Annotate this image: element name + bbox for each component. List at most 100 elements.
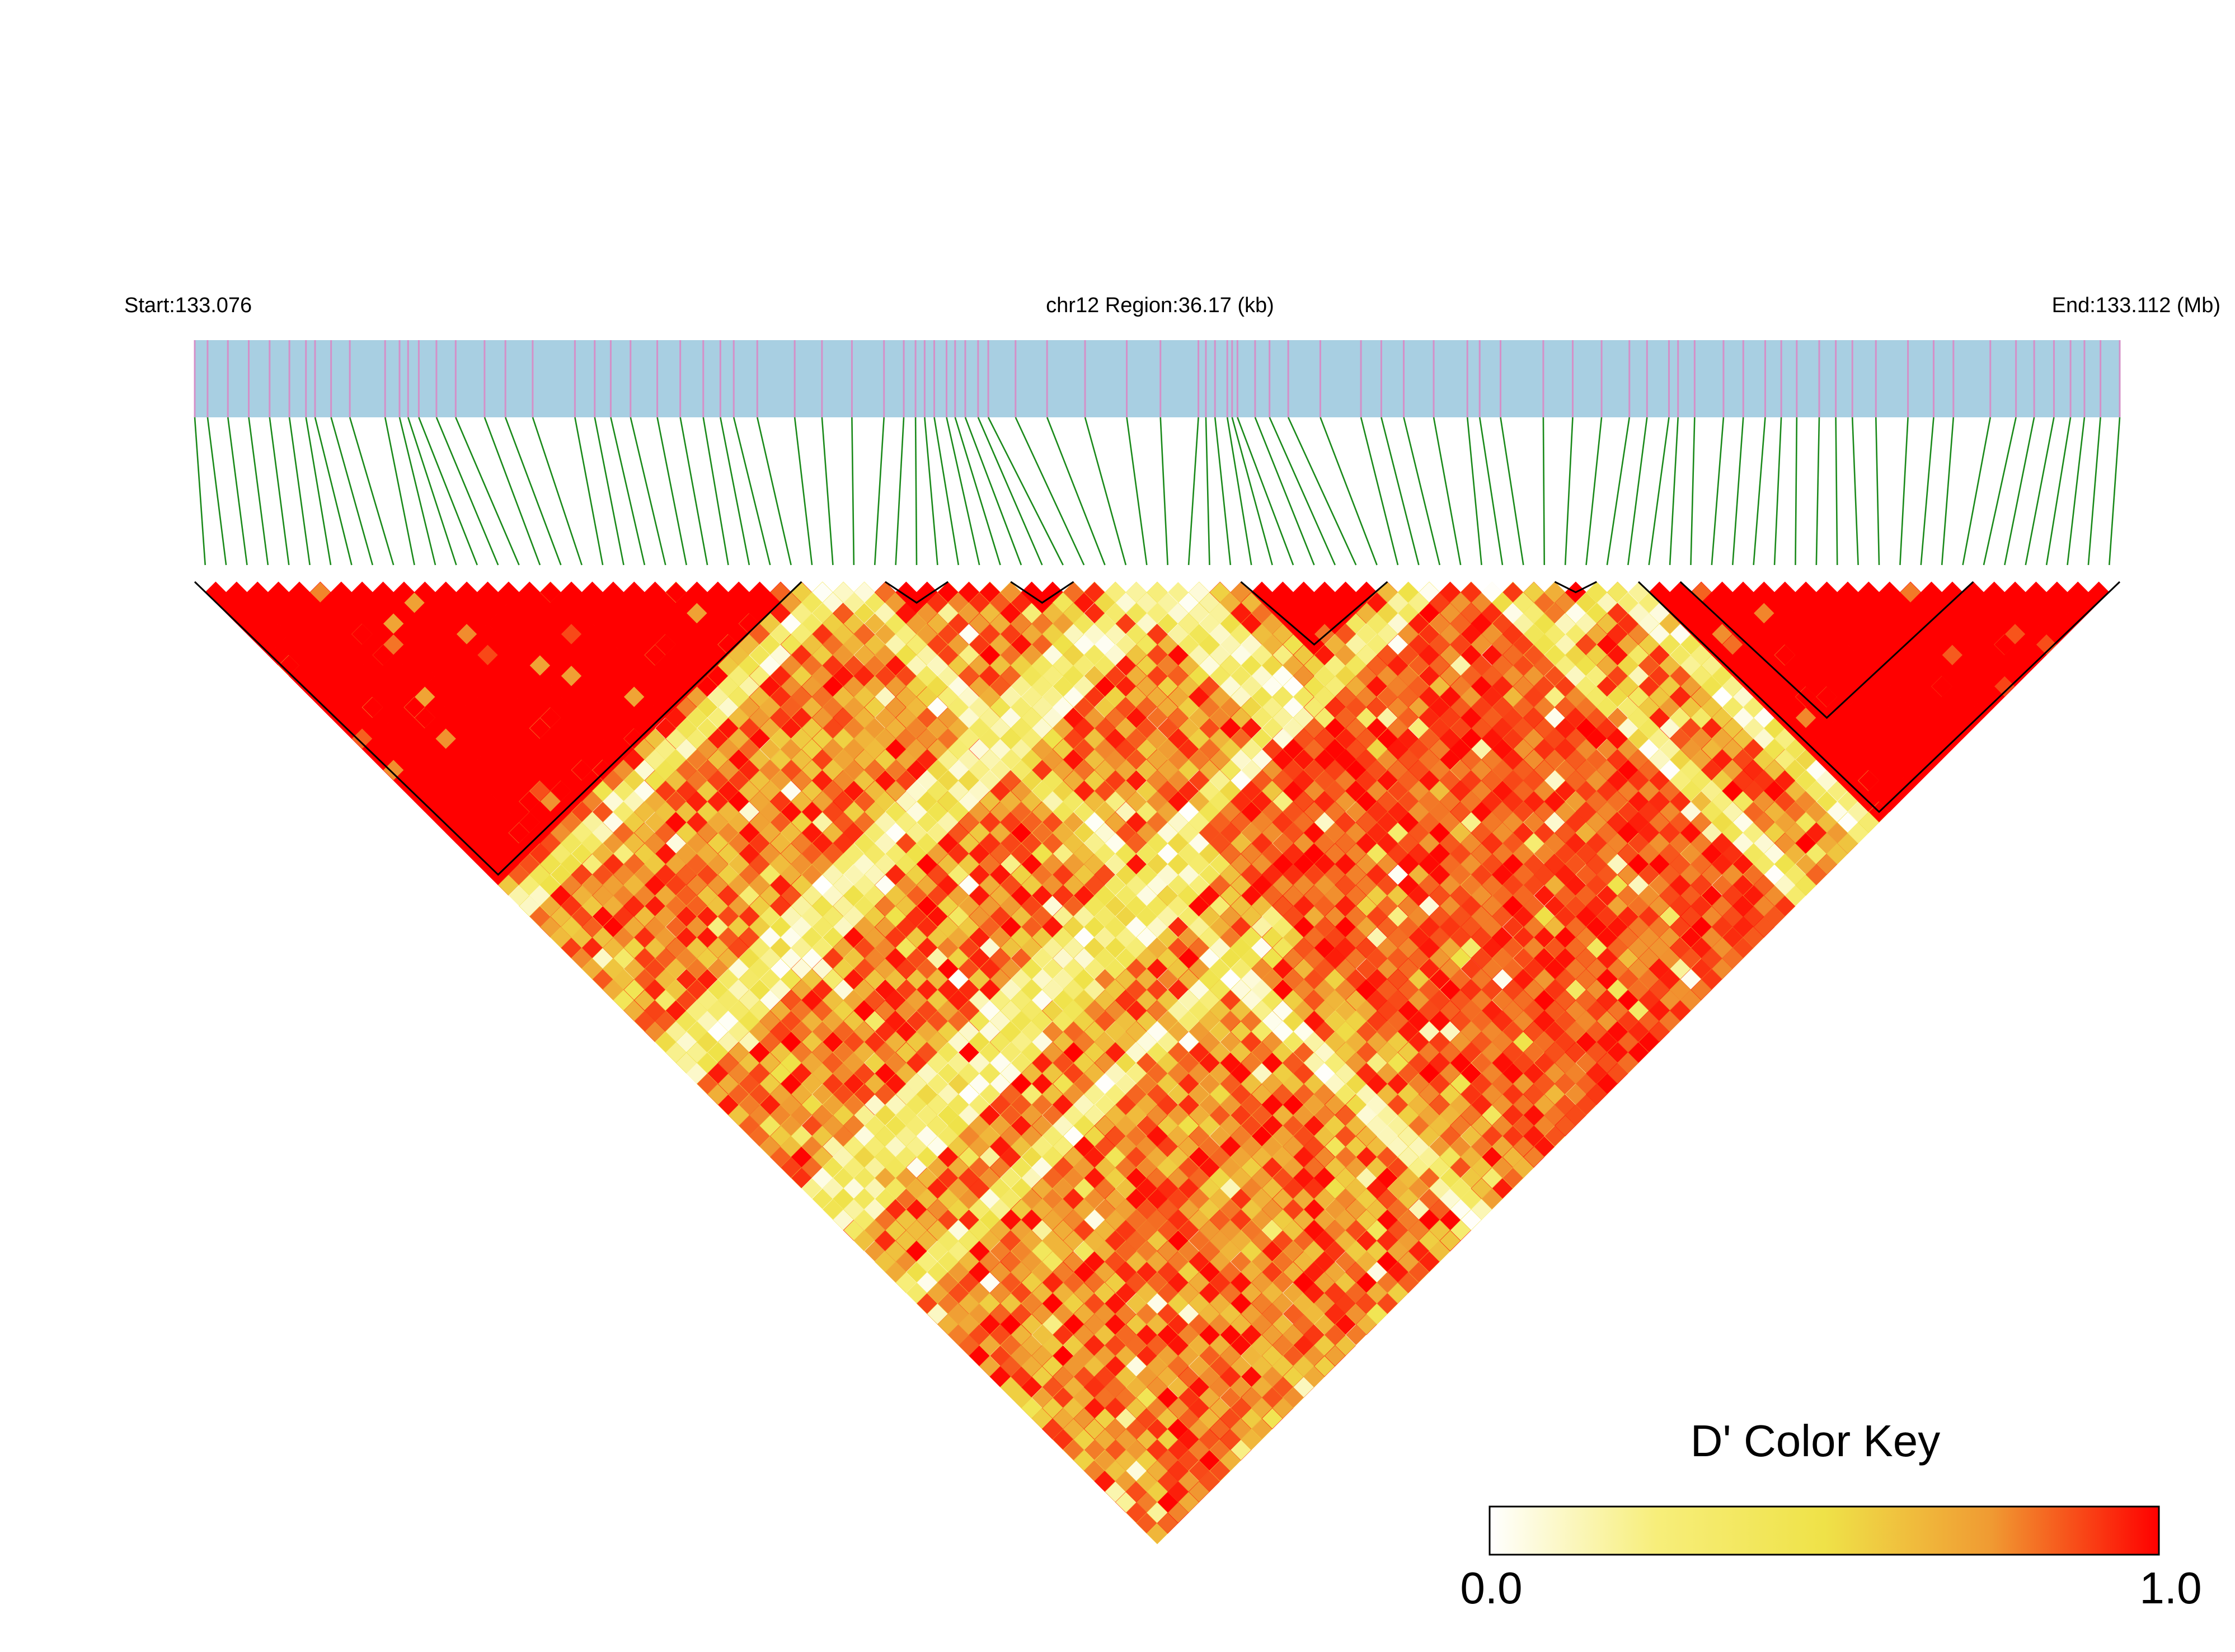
snp-connector [946,417,980,566]
color-key-title: D' Color Key [1691,1416,1941,1466]
snp-connector [504,417,562,566]
snp-connector [1320,417,1378,566]
snp-connector [964,417,1022,566]
snp-connector [206,417,227,566]
snp-connector [1381,417,1420,566]
snp-connector [1690,417,1696,566]
snp-connector [1214,417,1232,566]
snp-connector [1920,417,1935,566]
snp-connector [1269,417,1336,566]
snp-connector [2109,417,2121,566]
snp-connector [2045,417,2072,566]
snp-connector [895,417,905,566]
snp-connector [1815,417,1820,566]
snp-connector [679,417,708,566]
snp-connector [1466,417,1482,566]
snp-connector [954,417,1001,566]
snp-connector [2067,417,2086,566]
region-start-label: Start:133.076 [124,294,252,317]
snp-connector [1205,417,1210,566]
snp-connector [1648,417,1670,566]
snp-connector [1542,417,1546,566]
snp-connector [1941,417,1955,566]
snp-connector [1187,417,1199,566]
snp-connector [793,417,813,566]
color-key-max-label: 1.0 [2139,1563,2201,1613]
snp-connector [483,417,541,566]
snp-connector [532,417,583,566]
snp-connector [2025,417,2055,566]
snp-connector [407,417,457,566]
snp-connector [1433,417,1462,566]
snp-connector [2004,417,2035,566]
snp-connector [435,417,499,566]
snp-connector [1835,417,1838,566]
snp-connector [314,417,353,566]
snp-connector [733,417,771,566]
snp-connector [418,417,478,566]
snp-connector [1084,417,1127,566]
snp-connector [1403,417,1441,566]
snp-connector [987,417,1064,566]
snp-connector [1159,417,1168,566]
snp-connector [977,417,1043,566]
snp-connector [574,417,604,566]
snp-connector [1015,417,1085,566]
snp-connector [1899,417,1909,566]
region-end-label: End:133.112 (Mb) [2052,294,2220,317]
snp-connector [2087,417,2101,566]
snp-connector [194,417,206,566]
snp-connector [269,417,290,566]
snp-connector [455,417,520,566]
snp-connector [656,417,687,566]
snp-connector [821,417,834,566]
color-key: D' Color Key 0.0 1.0 [1460,1416,2201,1613]
snp-connector [756,417,792,566]
snp-connector [1669,417,1679,566]
snp-connector [305,417,332,566]
snp-connector [227,417,248,566]
snp-connector [398,417,436,566]
snp-connector-lines [194,417,2121,566]
snp-connector [1500,417,1524,566]
snp-connector [1753,417,1766,566]
snp-connector [1983,417,2017,566]
color-key-min-label: 0.0 [1460,1563,1522,1613]
snp-connector [1126,417,1148,566]
snp-connector [248,417,269,566]
snp-position-track [194,340,2121,417]
color-key-gradient-bar [1489,1505,2160,1556]
snp-connector [1711,417,1725,566]
snp-connector [1254,417,1315,566]
snp-connector [1962,417,1992,566]
snp-connector [1627,417,1648,566]
snp-connector [1226,417,1252,566]
snp-connector [330,417,374,566]
snp-connector [1237,417,1294,566]
snp-connector [874,417,885,566]
ld-triangle-cells [205,581,2110,1545]
snp-connector [933,417,960,566]
snp-connector [1564,417,1574,566]
region-size-label: chr12 Region:36.17 (kb) [1046,294,1274,317]
snp-connector [1731,417,1744,566]
snp-connector [720,417,750,566]
snp-connector [1851,417,1859,566]
snp-connector [1875,417,1880,566]
snp-connector [1773,417,1782,566]
snp-connector [914,417,918,566]
snp-connector [288,417,311,566]
snp-connector [1585,417,1603,566]
snp-connector [384,417,415,566]
snp-connector [594,417,625,566]
snp-connector [1287,417,1357,566]
snp-connector [1606,417,1631,566]
snp-track-bar [195,340,2120,417]
snp-connector [1360,417,1399,566]
snp-connector [851,417,855,566]
snp-connector [1795,417,1798,566]
snp-connector [1478,417,1504,566]
snp-connector [630,417,666,566]
snp-connector [1231,417,1273,566]
